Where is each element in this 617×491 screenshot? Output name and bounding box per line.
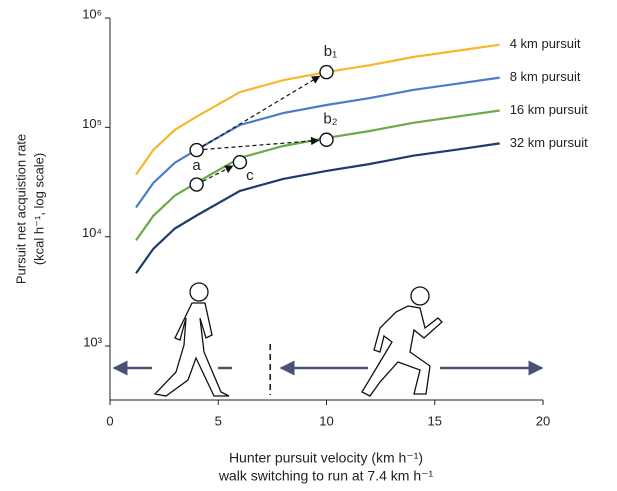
point	[320, 66, 333, 79]
walker-figure	[155, 283, 229, 396]
chart: Pursuit net acquistion rate (kcal h⁻¹, l…	[0, 0, 617, 491]
y-tick-label: 10⁶	[82, 6, 102, 21]
y-label: Pursuit net acquistion rate	[13, 134, 28, 284]
legend-label: 8 km pursuit	[510, 69, 581, 84]
y-tick-label: 10⁴	[82, 225, 102, 240]
point	[320, 133, 333, 146]
y-tick-label: 10⁵	[82, 116, 102, 131]
point-label: a	[192, 157, 201, 174]
series-line	[136, 143, 500, 273]
x-tick-label: 0	[106, 413, 113, 428]
x-tick-label: 15	[428, 413, 442, 428]
point	[190, 178, 203, 191]
series-line	[136, 45, 500, 175]
x-label: Hunter pursuit velocity (km h⁻¹)	[229, 450, 423, 466]
y-label-unit: (kcal h⁻¹, log scale)	[31, 153, 46, 265]
x-tick-label: 10	[319, 413, 333, 428]
y-tick-label: 10³	[83, 334, 102, 349]
runner-figure	[362, 287, 442, 396]
x-tick-label: 5	[215, 413, 222, 428]
point	[233, 156, 246, 169]
legend-label: 4 km pursuit	[510, 36, 581, 51]
series-line	[136, 111, 500, 241]
legend-label: 32 km pursuit	[510, 135, 588, 150]
x-label-note: walk switching to run at 7.4 km h⁻¹	[218, 468, 434, 484]
legend-label: 16 km pursuit	[510, 102, 588, 117]
point	[190, 144, 203, 157]
dashed-arrow	[203, 166, 233, 181]
point-label: b₁	[324, 43, 337, 60]
dashed-arrow	[204, 140, 319, 149]
point-label: b₂	[323, 111, 337, 128]
x-tick-label: 20	[536, 413, 550, 428]
point-label: c	[246, 167, 254, 184]
